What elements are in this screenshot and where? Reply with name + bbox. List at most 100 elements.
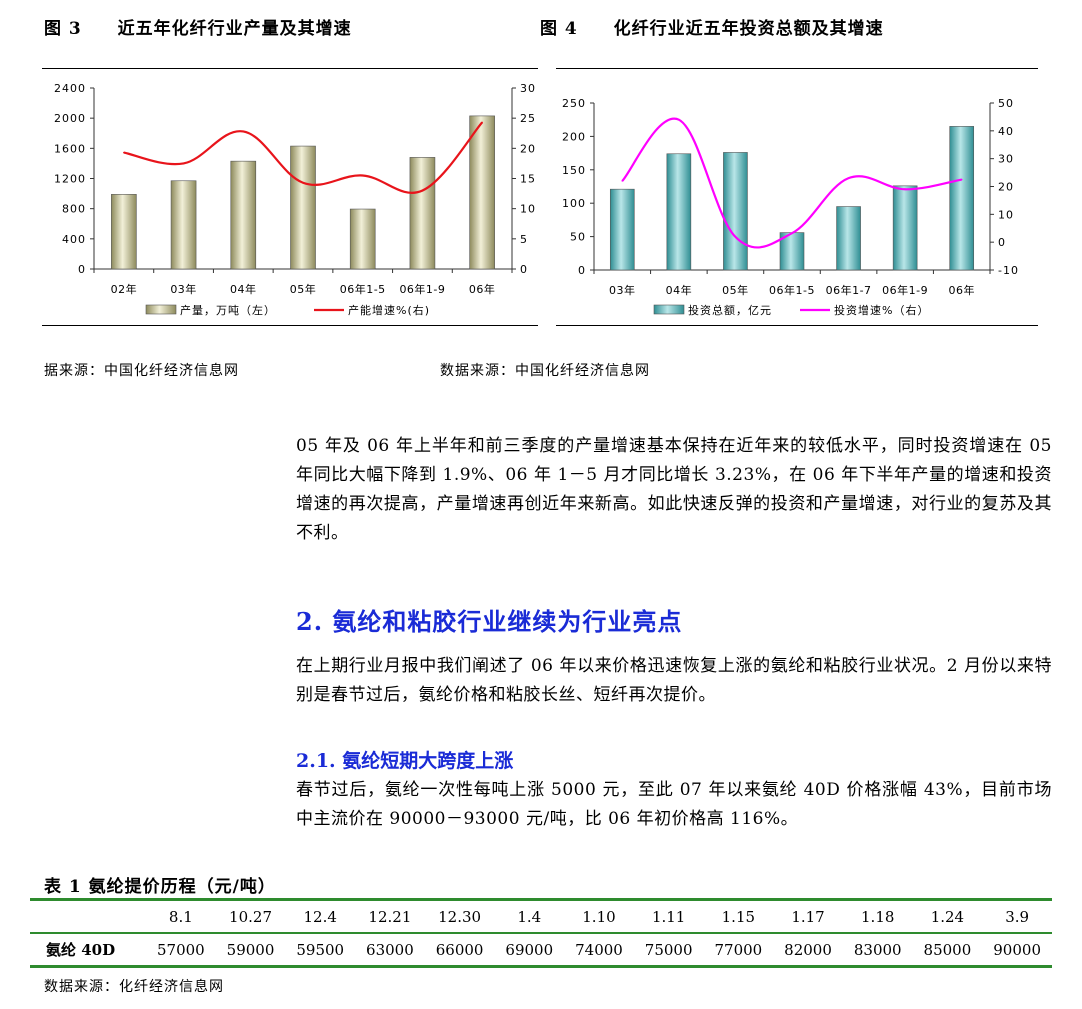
right-tick-label: 30 bbox=[520, 82, 536, 95]
right-tick-label: 0 bbox=[520, 263, 528, 276]
table-cell: 69000 bbox=[505, 940, 554, 959]
table-header-cell: 1.4 bbox=[494, 899, 565, 934]
table-row-label: 氨纶 40D bbox=[46, 941, 116, 959]
bar bbox=[836, 206, 861, 271]
x-tick-label: 06年1-5 bbox=[340, 282, 386, 296]
left-tick-label: 1600 bbox=[54, 142, 86, 155]
table-row: 氨纶 40D 57000 59000 59500 63000 66000 69000 7400… bbox=[30, 933, 1052, 967]
bar bbox=[779, 232, 805, 271]
table-header-cell: 1.10 bbox=[564, 899, 634, 934]
bar bbox=[170, 180, 197, 270]
left-tick-label: 2400 bbox=[54, 82, 86, 95]
bar bbox=[609, 188, 635, 271]
right-tick-label: 15 bbox=[520, 173, 536, 186]
figure4-title: 化纤行业近五年投资总额及其增速 bbox=[613, 19, 884, 39]
growth-point bbox=[678, 118, 680, 121]
figure3-source: 据来源：中国化纤经济信息网 bbox=[44, 363, 239, 379]
paragraph-1: 05 年及 06 年上半年和前三季度的产量增速基本保持在近年来的较低水平，同时投… bbox=[296, 436, 1052, 543]
table-cell: 63000 bbox=[366, 940, 414, 959]
table-header-cell: 12.21 bbox=[355, 899, 425, 934]
x-tick-label: 03年 bbox=[609, 283, 636, 297]
right-tick-label: 50 bbox=[998, 97, 1014, 110]
table-cell: 75000 bbox=[644, 940, 693, 959]
table-header-row: 8.1 10.27 12.4 12.21 12.30 1.4 1.10 1.11 1.15 1.1… bbox=[30, 899, 1052, 934]
growth-point bbox=[734, 236, 737, 238]
table-header-cell: 3.9 bbox=[982, 899, 1052, 934]
growth-point bbox=[123, 151, 125, 154]
right-tick-label: 40 bbox=[998, 125, 1014, 138]
table-header-cell: 10.27 bbox=[215, 899, 286, 934]
figure4-title-row: 图 4 化纤行业近五年投资总额及其增速 bbox=[540, 14, 884, 39]
table-cell: 83000 bbox=[853, 940, 902, 959]
table-header-cell: 1.24 bbox=[912, 899, 983, 934]
legend-bar-label: 投资总额，亿元 bbox=[688, 303, 772, 317]
growth-point bbox=[302, 181, 304, 184]
left-tick-label: 800 bbox=[62, 203, 86, 216]
right-tick-label: 0 bbox=[998, 236, 1006, 249]
bar bbox=[290, 145, 316, 270]
table1-title: 表 1 氨纶提价历程（元/吨） bbox=[44, 877, 276, 897]
right-tick-label: 10 bbox=[520, 203, 536, 216]
figure4-label: 图 4 bbox=[540, 19, 578, 39]
left-tick-label: 200 bbox=[562, 130, 586, 143]
left-tick-label: 50 bbox=[570, 231, 586, 244]
right-tick-label: -10 bbox=[998, 264, 1019, 277]
section-2-heading: 2. 氨纶和粘胶行业继续为行业亮点 bbox=[296, 607, 683, 636]
table-cell: 74000 bbox=[575, 940, 623, 959]
x-tick-label: 06年1-5 bbox=[769, 283, 815, 297]
table-cell: 77000 bbox=[714, 940, 763, 959]
x-tick-label: 03年 bbox=[170, 282, 197, 296]
growth-point bbox=[847, 177, 850, 179]
bar bbox=[666, 153, 692, 271]
left-tick-label: 0 bbox=[578, 264, 586, 277]
bar bbox=[409, 157, 436, 270]
right-tick-label: 20 bbox=[998, 181, 1014, 194]
bar bbox=[723, 152, 748, 271]
growth-line bbox=[621, 117, 962, 249]
table1-source: 数据来源：化纤经济信息网 bbox=[44, 979, 224, 995]
left-tick-label: 1200 bbox=[54, 173, 86, 186]
growth-point bbox=[182, 162, 185, 165]
growth-point bbox=[904, 188, 906, 191]
table-header-cell: 12.4 bbox=[285, 899, 356, 934]
figure3-title-row: 图 3 近五年化纤行业产量及其增速 bbox=[44, 14, 352, 39]
bar bbox=[230, 160, 257, 270]
table-header-cell: 1.17 bbox=[773, 899, 843, 934]
table-corner-cell bbox=[30, 899, 146, 934]
x-tick-label: 04年 bbox=[230, 282, 256, 296]
x-tick-label: 05年 bbox=[722, 283, 749, 297]
x-tick-label: 02年 bbox=[111, 282, 138, 296]
right-tick-label: 10 bbox=[998, 208, 1014, 221]
table-cell: 66000 bbox=[435, 940, 484, 959]
price-table: 8.1 10.27 12.4 12.21 12.30 1.4 1.10 1.11 1.15 1.1… bbox=[30, 898, 1052, 968]
bar bbox=[949, 126, 975, 271]
right-tick-label: 5 bbox=[520, 233, 528, 246]
figure3-chart: 0 400 800 1200 1600 2000 2400 0 5 10 15 20 25 30 02年 03… bbox=[42, 68, 538, 326]
bar bbox=[349, 208, 376, 270]
table-cell: 85000 bbox=[923, 940, 972, 959]
left-tick-label: 400 bbox=[62, 233, 86, 246]
growth-point bbox=[621, 180, 624, 182]
figure4-source: 数据来源：中国化纤经济信息网 bbox=[440, 363, 650, 379]
left-tick-label: 2000 bbox=[54, 112, 86, 125]
section-2-1-heading: 2.1. 氨纶短期大跨度上涨 bbox=[296, 750, 514, 772]
x-tick-label: 05年 bbox=[290, 282, 317, 296]
figure4-chart: 0 50 100 150 200 250 -10 0 10 20 30 40 50 03年 04年 05年 06… bbox=[556, 68, 1038, 326]
figure3-title: 近五年化纤行业产量及其增速 bbox=[117, 19, 352, 39]
x-tick-label: 06年1-9 bbox=[399, 282, 445, 296]
right-tick-label: 30 bbox=[998, 153, 1014, 166]
paragraph-2: 在上期行业月报中我们阐述了 06 年以来价格迅速恢复上涨的氨纶和粘胶行业状况。2… bbox=[296, 656, 1052, 705]
table-cell: 90000 bbox=[993, 940, 1041, 959]
right-tick-label: 20 bbox=[520, 142, 536, 155]
right-tick-label: 25 bbox=[520, 112, 536, 125]
growth-point bbox=[960, 178, 963, 181]
x-tick-label: 06年1-7 bbox=[826, 283, 872, 297]
left-tick-label: 250 bbox=[562, 97, 586, 110]
table-header-cell: 8.1 bbox=[146, 899, 216, 934]
table-header-cell: 1.18 bbox=[842, 899, 913, 934]
bar bbox=[469, 115, 495, 270]
growth-point bbox=[242, 130, 245, 133]
legend-line-label: 产能增速%(右) bbox=[348, 303, 430, 317]
growth-point bbox=[791, 232, 793, 234]
bar bbox=[111, 194, 137, 270]
